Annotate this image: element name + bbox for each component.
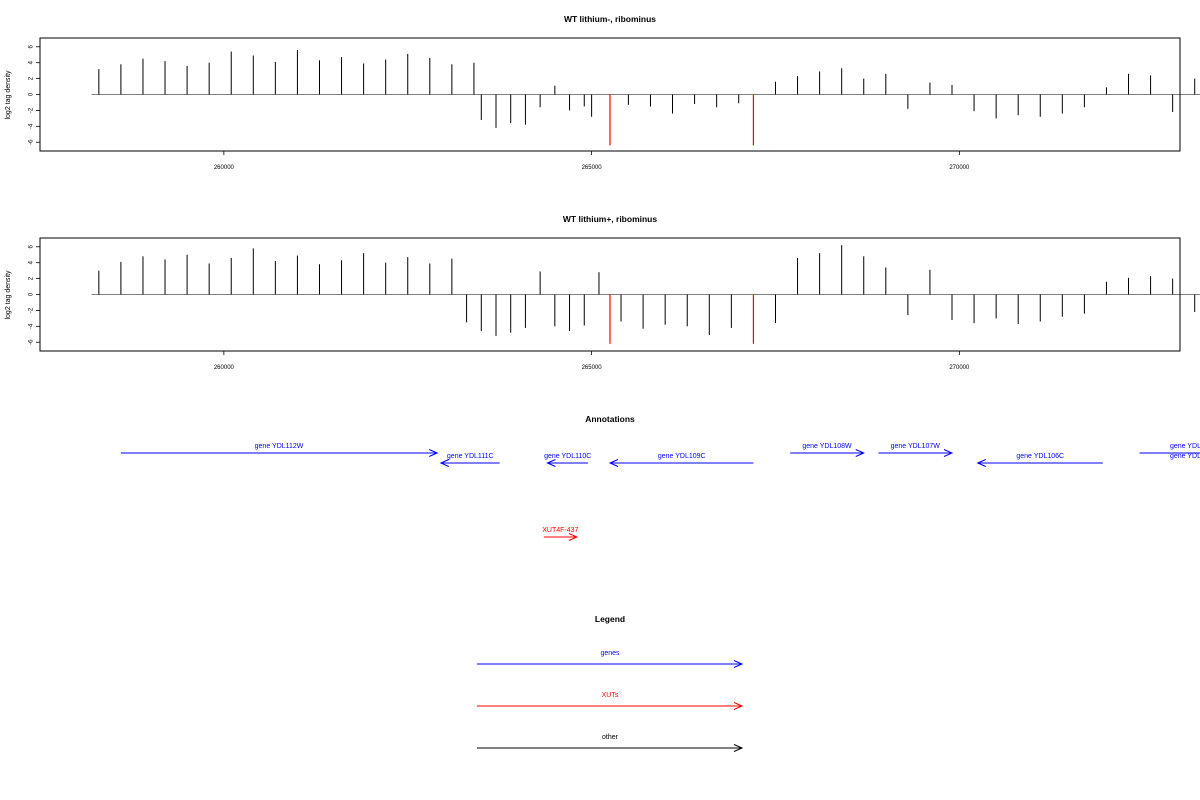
x-tick-label: 260000 — [214, 165, 235, 171]
y-tick-label: 6 — [29, 244, 35, 248]
legend-label: genes — [600, 650, 620, 657]
annotation-gene-ydl: gene YDL — [1170, 453, 1200, 460]
y-tick-label: 6 — [29, 44, 35, 48]
y-tick-label: 0 — [29, 92, 35, 96]
arrow-head-icon — [943, 449, 954, 457]
arrow-head-icon — [439, 459, 450, 467]
y-tick-label: 4 — [29, 60, 35, 64]
feature-label: gene YDL105W — [1170, 443, 1200, 450]
feature-label: gene YDL110C — [544, 453, 591, 460]
legend-entries: genes XUTs other — [477, 650, 744, 752]
x-tick-label: 270000 — [949, 365, 970, 371]
arrow-head-icon — [608, 459, 619, 467]
y-tick-label: -6 — [29, 139, 35, 145]
feature-label: gene YDL111C — [447, 453, 494, 460]
annotation-gene-ydl107w: gene YDL107W — [878, 443, 954, 457]
chart-panel-lithium-minus: WT lithium-, ribominus log2 tag density … — [5, 14, 1200, 171]
annotation-gene-ydl110c: gene YDL110C — [544, 453, 591, 467]
feature-label: gene YDL — [1170, 453, 1200, 460]
arrow-head-icon — [428, 449, 439, 457]
feature-label: gene YDL108W — [802, 443, 852, 450]
y-tick-label: 4 — [29, 260, 35, 264]
bar-marks — [91, 245, 1200, 344]
annotation-gene-ydl112w: gene YDL112W — [120, 443, 439, 457]
y-tick-label: 2 — [29, 76, 35, 80]
annotation-gene-ydl106c: gene YDL106C — [976, 453, 1103, 467]
feature-label: gene YDL112W — [255, 443, 304, 450]
axis-ticks: -6 -4 -2 0 2 4 6 260000 265000 270000 — [29, 244, 970, 371]
y-tick-label: -6 — [29, 339, 35, 345]
annotations-title: Annotations — [585, 414, 635, 424]
arrow-head-icon — [733, 702, 744, 710]
feature-label: gene YDL109C — [658, 453, 706, 460]
y-tick-label: 0 — [29, 292, 35, 296]
annotation-gene-ydl108w: gene YDL108W — [790, 443, 865, 457]
bar-marks — [91, 49, 1200, 146]
y-tick-label: 2 — [29, 276, 35, 280]
x-tick-label: 270000 — [949, 165, 970, 171]
y-tick-label: -4 — [29, 123, 35, 129]
arrow-head-icon — [733, 744, 744, 752]
legend: Legend genes XUTs other — [477, 614, 744, 752]
legend-title: Legend — [595, 614, 625, 624]
y-tick-label: -2 — [29, 107, 35, 113]
feature-label: gene YDL106C — [1016, 453, 1064, 460]
chart-title: WT lithium-, ribominus — [564, 14, 656, 24]
chart-panel-lithium-plus: WT lithium+, ribominus log2 tag density … — [5, 214, 1200, 371]
axis-ticks: -6 -4 -2 0 2 4 6 260000 265000 270000 — [29, 44, 970, 171]
annotation-gene-ydl111c: gene YDL111C — [439, 453, 500, 467]
chart-title: WT lithium+, ribominus — [563, 214, 657, 224]
arrow-head-icon — [568, 533, 579, 541]
legend-label: XUTs — [602, 692, 619, 699]
annotation-gene-ydl105w: gene YDL105W — [1139, 443, 1200, 454]
legend-entry-xuts: XUTs — [477, 692, 744, 710]
y-axis-label: log2 tag density — [5, 270, 12, 320]
arrow-head-icon — [855, 449, 865, 457]
annotation-gene-ydl109c: gene YDL109C — [608, 453, 754, 467]
annotation-features: gene YDL112W gene YDL111C gene YDL110C gene… — [120, 443, 1200, 541]
legend-entry-genes: genes — [477, 650, 744, 668]
arrow-head-icon — [976, 459, 986, 467]
y-axis-label: log2 tag density — [5, 70, 12, 120]
arrow-head-icon — [546, 459, 556, 467]
annotation-xut4f-437: XUT4F-437 — [542, 527, 579, 541]
feature-label: XUT4F-437 — [542, 527, 578, 534]
feature-label: gene YDL107W — [891, 443, 941, 450]
x-tick-label: 265000 — [582, 165, 603, 171]
y-tick-label: -4 — [29, 323, 35, 329]
x-tick-label: 265000 — [582, 365, 603, 371]
arrow-head-icon — [733, 660, 744, 668]
x-tick-label: 260000 — [214, 365, 235, 371]
y-tick-label: -2 — [29, 307, 35, 313]
legend-label: other — [602, 734, 619, 741]
legend-entry-other: other — [477, 734, 744, 752]
